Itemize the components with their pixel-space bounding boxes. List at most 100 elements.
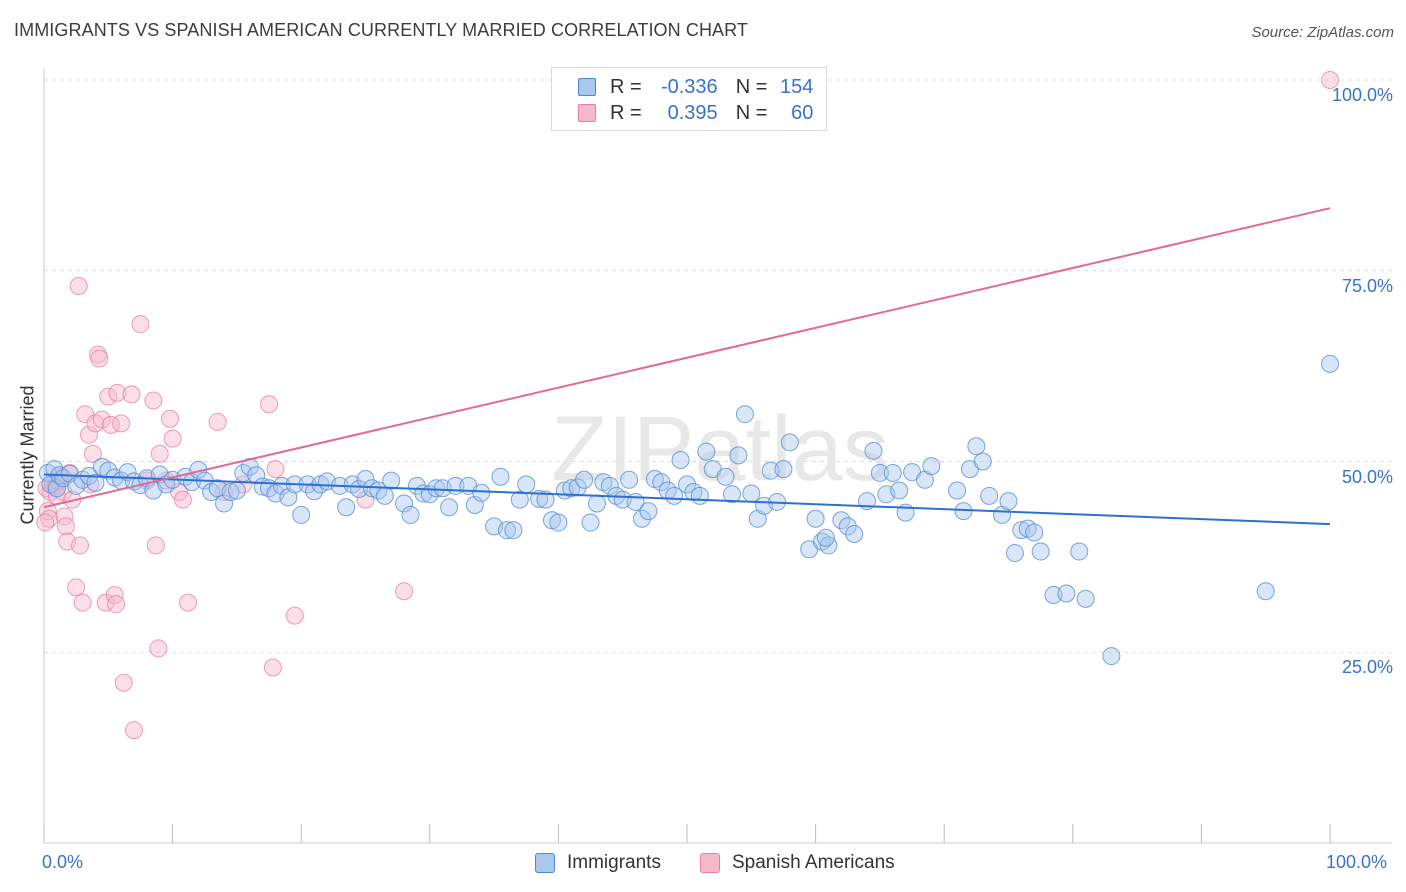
axes xyxy=(43,68,1392,844)
y-tick-label: 50.0% xyxy=(1341,466,1393,487)
spanish-american-point xyxy=(1321,71,1339,89)
immigrants-point xyxy=(890,481,909,500)
immigrants-point xyxy=(632,509,651,528)
immigrants-point xyxy=(883,463,902,482)
spanish-american-point xyxy=(92,410,111,429)
immigrants-point xyxy=(620,470,639,489)
immigrants-point xyxy=(1031,542,1050,561)
r-value: 0.395 xyxy=(667,101,718,124)
immigrants-point xyxy=(549,513,568,532)
immigrants-point xyxy=(472,483,491,502)
immigrants-point xyxy=(735,405,754,424)
spanish-american-point xyxy=(76,405,95,424)
spanish-american-point xyxy=(173,490,192,509)
immigrants-point xyxy=(491,467,510,486)
bottom-legend-immigrants[interactable]: Immigrants xyxy=(535,852,661,874)
spanish-american-point xyxy=(69,277,88,296)
stats-legend: R = -0.336 N = 154 R = 0.395 N = 60 xyxy=(551,67,827,131)
immigrants-point xyxy=(247,466,266,485)
r-value: -0.336 xyxy=(660,75,718,98)
immigrants-point xyxy=(221,483,240,502)
spanish-american-point xyxy=(38,502,57,521)
spanish-american-point xyxy=(67,578,86,597)
immigrants-point xyxy=(395,494,414,513)
spanish-american-point xyxy=(285,606,304,625)
immigrants-point xyxy=(427,479,446,498)
immigrants-trend-line xyxy=(43,473,1331,526)
immigrants-point xyxy=(774,460,793,479)
spanish-american-point xyxy=(260,395,279,414)
immigrants-point xyxy=(864,441,883,460)
immigrants-point xyxy=(1044,586,1063,605)
spanish-american-point xyxy=(356,490,375,509)
immigrants-point xyxy=(1070,542,1089,561)
r-label: R = xyxy=(610,75,642,98)
chart-title: IMMIGRANTS VS SPANISH AMERICAN CURRENTLY… xyxy=(14,20,749,40)
y-tick-label: 75.0% xyxy=(1341,275,1393,296)
immigrants-point xyxy=(761,461,780,480)
immigrants-point xyxy=(587,494,606,513)
spanish-americans-trend-line xyxy=(43,207,1331,509)
immigrants-point xyxy=(562,479,581,498)
immigrants-point xyxy=(1025,523,1044,542)
immigrants-point xyxy=(86,473,105,492)
spanish-american-point xyxy=(105,586,124,605)
spanish-american-point xyxy=(83,444,102,463)
grid-lines xyxy=(44,79,1392,653)
immigrants-point xyxy=(1057,584,1076,603)
spanish-american-point xyxy=(107,595,126,614)
immigrants-point xyxy=(510,490,529,509)
source-label: Source: ZipAtlas.com xyxy=(1251,24,1394,41)
immigrants-point xyxy=(729,446,748,465)
immigrants-point xyxy=(227,481,246,500)
spanish-american-point xyxy=(161,409,180,428)
immigrants-point xyxy=(697,442,716,461)
immigrants-point xyxy=(305,482,324,501)
immigrants-point xyxy=(575,470,594,489)
bottom-legend-spanish[interactable]: Spanish Americans xyxy=(700,852,895,874)
immigrants-legend-label: Immigrants xyxy=(567,852,661,873)
y-tick-label: 25.0% xyxy=(1341,657,1393,678)
immigrants-point xyxy=(948,481,967,500)
spanish-american-point xyxy=(131,315,150,334)
spanish-legend-label: Spanish Americans xyxy=(732,852,895,873)
immigrants-point xyxy=(1005,544,1024,563)
spanish-american-point xyxy=(99,387,118,406)
immigrants-point xyxy=(1102,647,1121,666)
legend-row-immigrants: R = -0.336 N = 154 xyxy=(578,75,813,99)
immigrants-point xyxy=(973,452,992,471)
immigrants-point xyxy=(845,524,864,543)
spanish-american-point xyxy=(55,507,74,526)
spanish-american-point xyxy=(108,383,127,402)
immigrants-point xyxy=(716,467,735,486)
spanish-american-point xyxy=(266,460,285,479)
immigrants-point xyxy=(922,457,941,476)
immigrants-point xyxy=(581,513,600,532)
y-tick-label: 100.0% xyxy=(1331,85,1393,105)
immigrants-point xyxy=(504,521,523,540)
immigrants-point xyxy=(967,437,986,456)
n-label: N = xyxy=(735,75,768,98)
immigrants-point xyxy=(99,461,118,480)
spanish-american-point xyxy=(163,429,182,448)
immigrants-point xyxy=(816,528,835,547)
immigrants-point xyxy=(350,479,369,498)
immigrants-point xyxy=(980,486,999,505)
immigrants-point xyxy=(780,433,799,452)
immigrants-point xyxy=(382,471,401,490)
immigrants-point xyxy=(742,484,761,503)
spanish-american-point xyxy=(90,349,109,368)
spanish-american-point xyxy=(125,721,144,740)
immigrants-point xyxy=(215,494,234,513)
spanish-american-point xyxy=(149,639,168,658)
immigrants-point xyxy=(678,475,696,494)
x-tick-label-max: 100.0% xyxy=(1326,852,1388,872)
immigrants-point xyxy=(999,492,1018,511)
immigrants-point xyxy=(639,502,658,521)
immigrants-point xyxy=(536,490,555,509)
n-value: 60 xyxy=(791,101,814,124)
spanish-american-point xyxy=(208,412,227,431)
immigrants-swatch xyxy=(578,78,596,96)
immigrants-point xyxy=(806,509,825,528)
spanish-american-point xyxy=(179,593,198,612)
